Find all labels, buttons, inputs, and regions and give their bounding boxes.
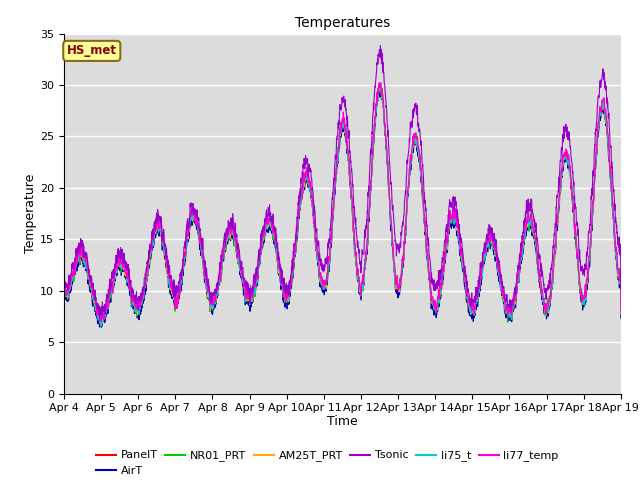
li77_temp [358,278,366,284]
AM25T_PRT [358,280,366,286]
Tsonic [376,43,384,48]
li77_temp [584,273,591,279]
NR01_PRT [97,322,105,328]
PanelT [584,280,591,286]
li75_t [216,273,223,279]
AM25T_PRT [216,276,223,282]
Text: HS_met: HS_met [67,44,116,58]
NR01_PRT [60,321,68,327]
Line: Tsonic: Tsonic [64,46,621,320]
AM25T_PRT [617,310,625,316]
Tsonic [568,158,575,164]
AM25T_PRT [377,83,385,88]
Line: AirT: AirT [64,89,621,331]
li77_temp [568,190,575,195]
AM25T_PRT [584,279,591,285]
li75_t [98,323,106,329]
li75_t [60,321,68,327]
PanelT [617,313,625,319]
Line: PanelT: PanelT [64,85,621,330]
NR01_PRT [584,276,591,282]
Tsonic [584,252,591,258]
AirT [504,316,512,322]
X-axis label: Time: Time [327,415,358,428]
li77_temp [617,309,625,315]
NR01_PRT [568,195,576,201]
AM25T_PRT [60,322,68,327]
AirT [377,86,385,92]
Y-axis label: Temperature: Temperature [24,174,37,253]
NR01_PRT [505,311,513,317]
AirT [584,284,591,290]
li77_temp [60,324,68,329]
PanelT [60,327,68,333]
AirT [358,285,366,290]
AirT [60,328,68,334]
NR01_PRT [376,82,384,87]
Line: li77_temp: li77_temp [64,83,621,326]
AM25T_PRT [504,313,512,319]
li77_temp [216,276,223,282]
Tsonic [358,249,366,255]
li75_t [505,312,513,318]
PanelT [568,183,575,189]
Tsonic [60,317,68,323]
NR01_PRT [617,312,625,318]
NR01_PRT [216,274,223,279]
li75_t [371,120,379,126]
li75_t [359,280,367,286]
Line: NR01_PRT: NR01_PRT [64,84,621,325]
NR01_PRT [371,118,379,124]
Tsonic [371,89,378,95]
Legend: PanelT, AirT, NR01_PRT, AM25T_PRT, Tsonic, li75_t, li77_temp: PanelT, AirT, NR01_PRT, AM25T_PRT, Tsoni… [92,446,563,480]
Tsonic [216,269,223,275]
AirT [568,190,575,196]
NR01_PRT [359,274,367,280]
li75_t [568,186,576,192]
li75_t [375,84,383,90]
Line: li75_t: li75_t [64,87,621,326]
Tsonic [504,304,512,310]
PanelT [371,125,378,131]
Title: Temperatures: Temperatures [295,16,390,30]
AirT [617,315,625,321]
AM25T_PRT [568,186,575,192]
li77_temp [371,120,378,126]
li75_t [617,307,625,312]
li77_temp [376,80,383,85]
AirT [216,279,223,285]
li77_temp [504,308,512,314]
li75_t [584,275,591,280]
PanelT [216,276,223,281]
PanelT [358,284,366,289]
AirT [371,129,378,134]
Tsonic [617,286,625,292]
Line: AM25T_PRT: AM25T_PRT [64,85,621,324]
PanelT [504,314,512,320]
AM25T_PRT [371,123,378,129]
PanelT [377,83,385,88]
